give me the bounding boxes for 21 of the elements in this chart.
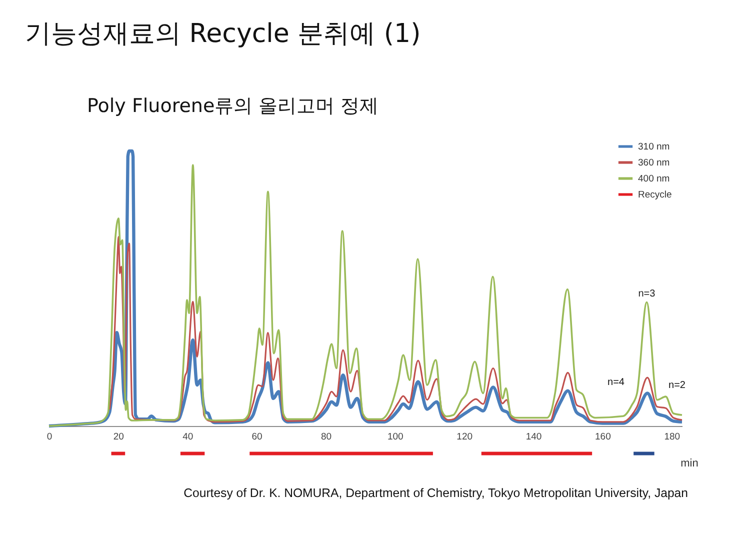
- x-tick-label: 160: [595, 432, 611, 442]
- x-tick-label: 60: [252, 432, 262, 442]
- x-tick-label: 100: [387, 432, 404, 442]
- x-tick-label: 20: [113, 432, 124, 442]
- legend-label: 310 nm: [638, 142, 670, 152]
- x-tick-label: 0: [46, 432, 52, 442]
- chart-subtitle: Poly Fluorene류의 올리고머 정제: [87, 95, 379, 117]
- annotation: n=3: [638, 288, 656, 300]
- chart-title: 기능성재료의 Recycle 분취예 (1): [25, 19, 421, 49]
- text: Courtesy of Dr. K. NOMURA, Department of Chemistry, Tokyo Metropolitan University, Japan: [184, 486, 688, 500]
- x-axis-title: min: [680, 458, 698, 470]
- x-tick-label: 140: [526, 432, 542, 442]
- x-tick-label: 80: [320, 432, 332, 442]
- annotation: n=2: [668, 380, 686, 391]
- legend-label: 360 nm: [638, 158, 670, 168]
- x-tick-label: 180: [664, 432, 680, 442]
- annotation: n=4: [608, 377, 625, 388]
- legend-label: 400 nm: [638, 174, 670, 184]
- x-tick-label: 40: [182, 432, 194, 442]
- x-tick-label: 120: [456, 432, 473, 442]
- legend-label: Recycle: [638, 190, 672, 200]
